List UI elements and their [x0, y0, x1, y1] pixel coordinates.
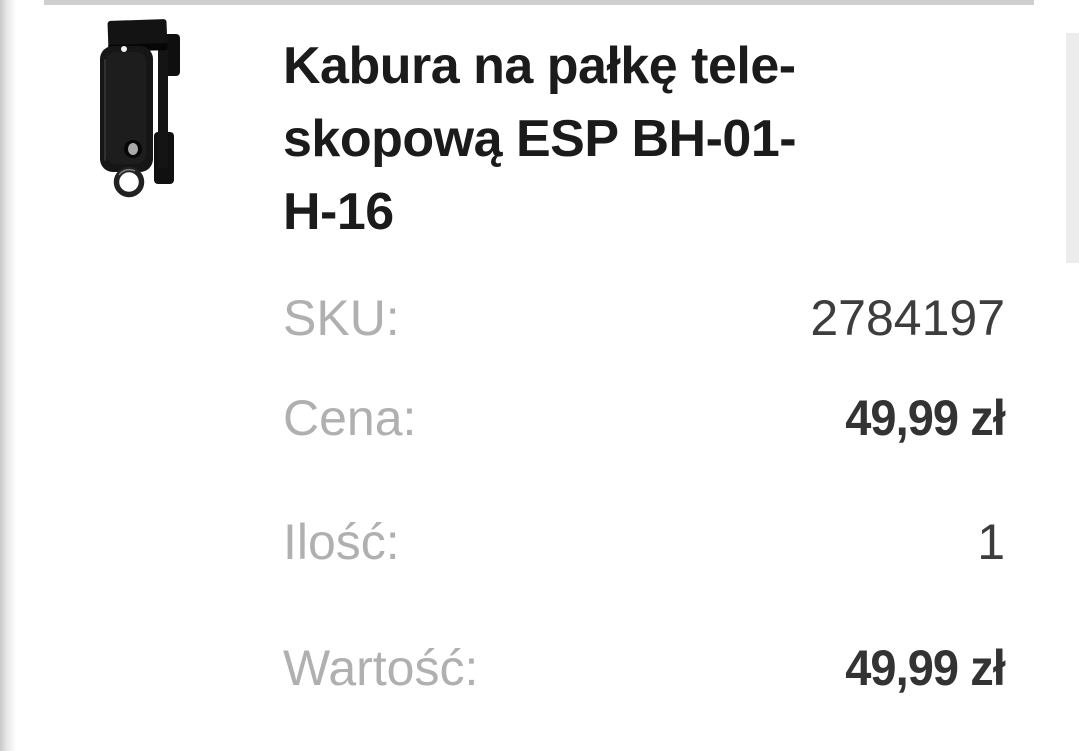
total-value-label: Wartość:	[283, 640, 479, 696]
total-value-row: Wartość: 49,99 zł	[283, 638, 1006, 698]
holster-photo-icon	[100, 19, 180, 198]
product-title[interactable]: Kabura na pałkę tele- skopową ESP BH-01-…	[283, 30, 1028, 249]
left-edge-shadow	[0, 0, 16, 751]
product-image[interactable]	[92, 18, 210, 203]
quantity-label: Ilość:	[283, 514, 400, 570]
quantity-row: Ilość: 1	[283, 512, 1005, 572]
sku-value: 2784197	[810, 290, 1005, 346]
sku-row: SKU: 2784197	[283, 288, 1005, 348]
item-top-divider	[44, 0, 1034, 5]
quantity-value: 1	[977, 514, 1005, 570]
price-row: Cena: 49,99 zł	[283, 388, 1006, 448]
product-title-line: H-16	[283, 183, 394, 241]
price-label: Cena:	[283, 390, 417, 446]
price-value: 49,99 zł	[845, 390, 1006, 446]
product-title-line: skopową ESP BH-01-	[283, 110, 797, 168]
sku-label: SKU:	[283, 290, 400, 346]
total-value-value: 49,99 zł	[845, 640, 1006, 696]
vertical-scrollbar[interactable]	[1066, 33, 1079, 263]
product-title-line: Kabura na pałkę tele-	[283, 37, 796, 95]
